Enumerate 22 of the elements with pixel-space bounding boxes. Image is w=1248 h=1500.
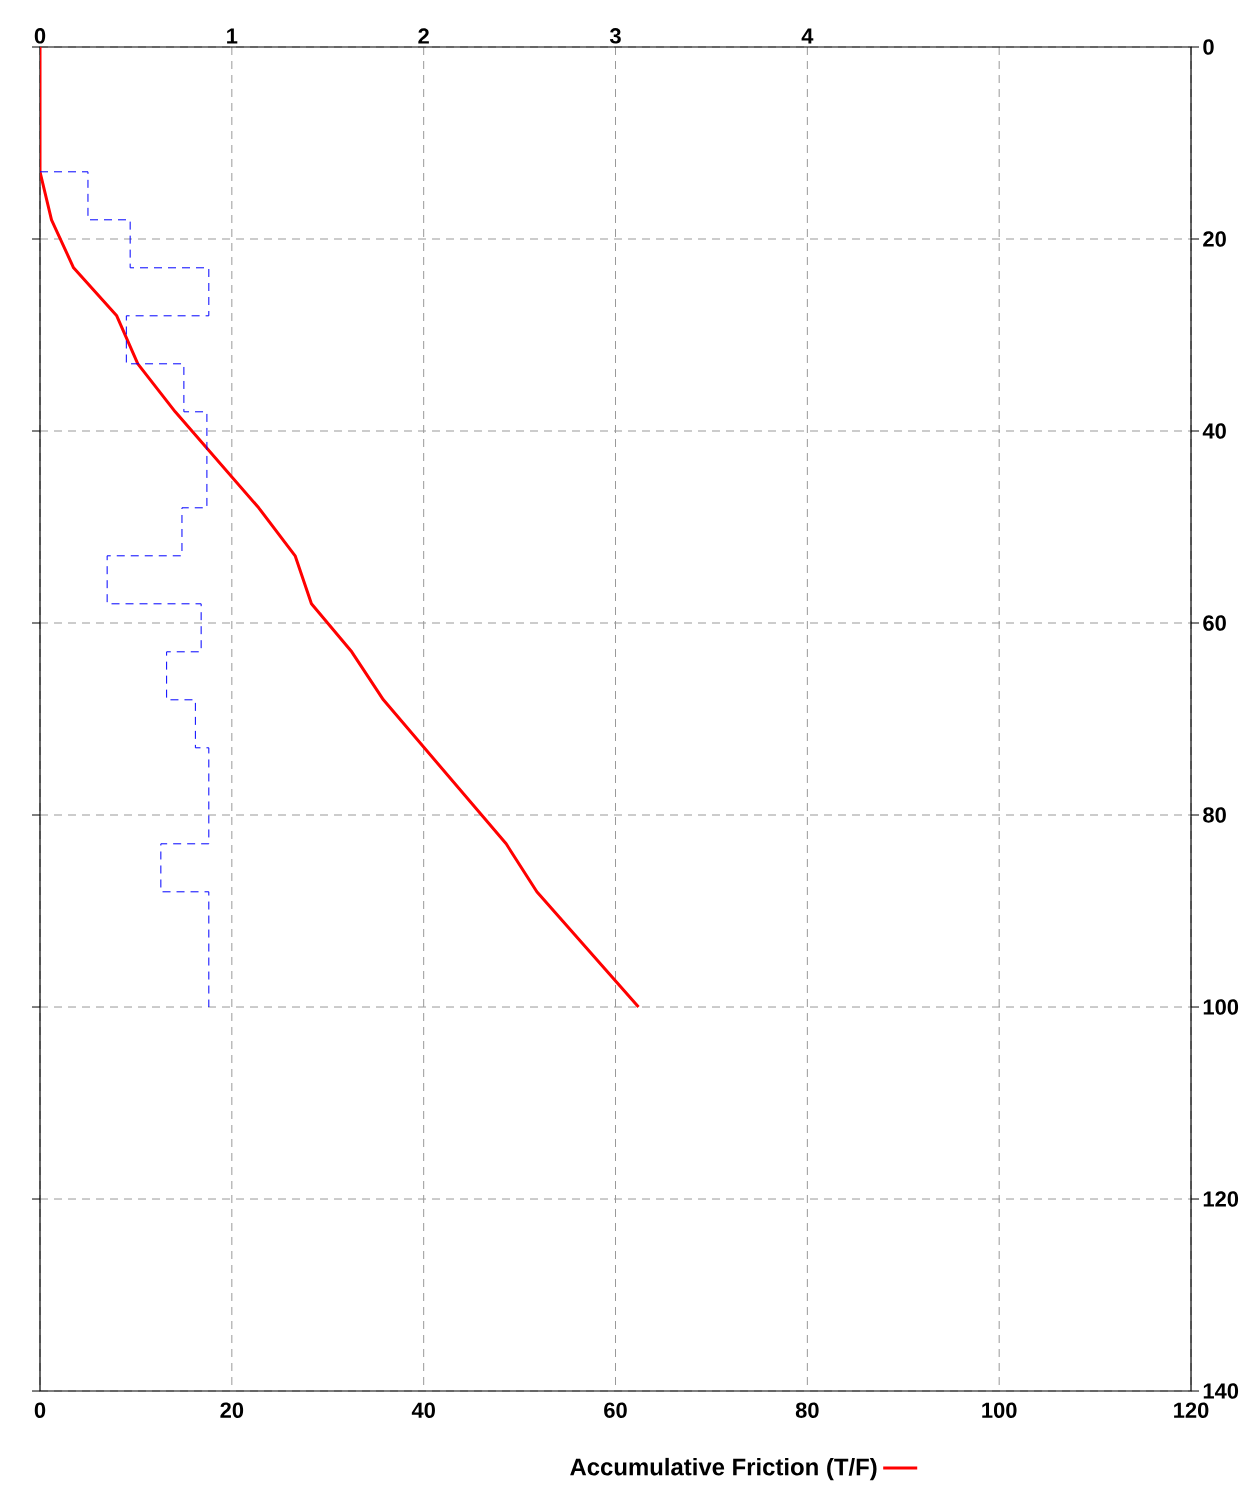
y-tick-label: 20 [1203, 231, 1226, 247]
legend-label: Accumulative Friction (T/F) [570, 1457, 877, 1481]
y-tick-label: 100 [1203, 999, 1239, 1015]
x-tick-label: 120 [1174, 1402, 1209, 1418]
x-tick-label: 40 [411, 1402, 435, 1418]
x2-tick-label: 2 [418, 28, 429, 44]
x-tick-label: 100 [982, 1402, 1017, 1418]
x-tick-label: 80 [795, 1402, 819, 1418]
y-tick-label: 60 [1203, 615, 1226, 631]
x2-tick-label: 3 [609, 28, 621, 44]
x-tick-label: 20 [220, 1402, 244, 1418]
x2-tick-label: 4 [801, 28, 814, 44]
y-tick-label: 140 [1203, 1383, 1239, 1399]
x2-tick-label: 1 [227, 28, 238, 44]
y-tick-label: 120 [1203, 1191, 1239, 1207]
x2-tick-label: 0 [34, 28, 46, 44]
y-tick-label: 80 [1203, 807, 1226, 823]
x-tick-label: 0 [34, 1402, 46, 1418]
x-tick-label: 60 [604, 1402, 627, 1418]
y-tick-label: 40 [1202, 423, 1226, 439]
y-tick-label: 0 [1203, 39, 1214, 55]
line-series [40, 47, 641, 1009]
